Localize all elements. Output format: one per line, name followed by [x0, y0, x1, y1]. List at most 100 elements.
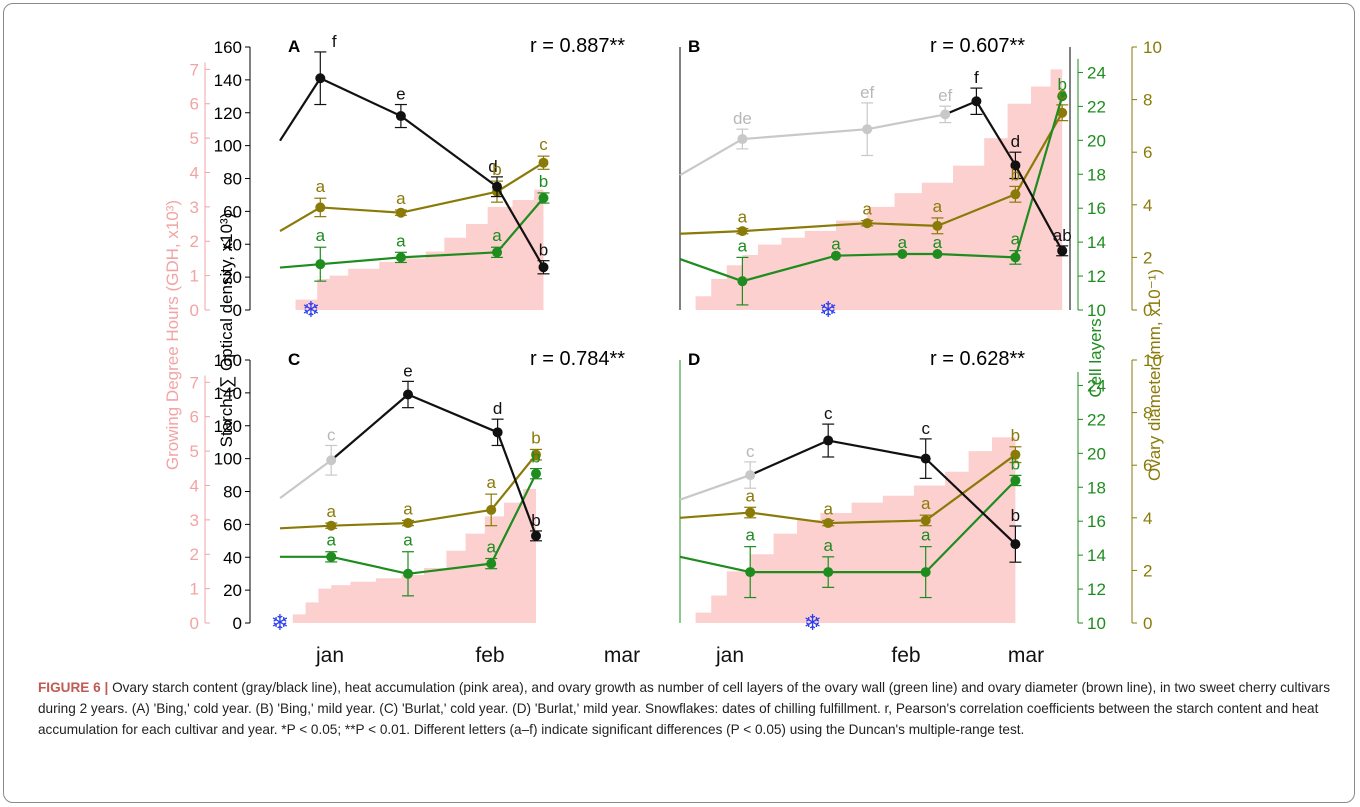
panel-d-cells-point — [1010, 475, 1021, 486]
starch-tick-label: 160 — [214, 38, 242, 57]
panel-b-cells-line-segment — [679, 258, 743, 283]
panel-d-cells-line-segment — [679, 555, 751, 574]
panel-b-cells-letter: b — [1057, 75, 1066, 94]
panel-a-diameter-point — [315, 202, 326, 213]
gdh-tick-label: 0 — [190, 301, 199, 320]
panel-a-diameter-line-segment — [496, 161, 545, 193]
panel-b-starch-line-segment — [1014, 164, 1064, 252]
panel-c-starch-line-segment — [496, 431, 538, 537]
panel-c-diameter-letter: a — [486, 473, 496, 492]
panel-a-diameter-line-segment — [320, 206, 401, 214]
panel-b-starch-letter: ef — [860, 83, 874, 102]
panel-b-diameter-point — [1010, 189, 1021, 200]
panel-b-starch-point — [1010, 160, 1021, 171]
panel-c-starch-line-segment — [279, 459, 332, 499]
panel-b-diameter-point — [737, 226, 748, 237]
gdh-tick-label: 5 — [190, 442, 199, 461]
panel-b-cells-letter: a — [738, 236, 748, 255]
panel-b-cells-letter: a — [1011, 230, 1021, 249]
panel-a-diameter-point — [395, 207, 406, 218]
panel-a-r-value: r = 0.887** — [530, 35, 625, 57]
jan-label: jan — [715, 644, 744, 667]
panel-b-cells-line-segment — [835, 252, 903, 257]
gdh-tick-label: 4 — [190, 163, 199, 182]
panel-b-diameter-point — [932, 220, 943, 231]
panel-a-cells-letter: b — [539, 172, 548, 191]
panel-b-starch-letter: ab — [1053, 226, 1072, 245]
panel-c-cells-letter: a — [403, 531, 413, 550]
gdh-tick-label: 5 — [190, 129, 199, 148]
panel-a-cells-line-segment — [279, 263, 321, 269]
panel-a-diameter-series — [279, 155, 550, 233]
gdh-tick-label: 7 — [190, 60, 199, 79]
starch-tick-label: 80 — [223, 483, 242, 502]
gdh-tick-label: 7 — [190, 373, 199, 392]
panel-b-starch-letter: ef — [938, 86, 952, 105]
feb-label: feb — [475, 644, 504, 667]
cell-tick-label: 14 — [1087, 546, 1106, 565]
diam-tick-label: 8 — [1143, 91, 1152, 110]
starch-tick-label: 80 — [223, 170, 242, 189]
panel-c-diameter-letter: a — [403, 499, 413, 518]
starch-axis-title: Starch (∑ Optical density, x10³) — [217, 213, 236, 448]
panel-c-starch-point — [531, 530, 541, 541]
panel-d-diameter-point — [745, 507, 756, 518]
diam-tick-label: 2 — [1143, 248, 1152, 267]
starch-tick-label: 100 — [214, 450, 242, 469]
panel-c-starch-series — [279, 380, 542, 542]
cell-tick-label: 24 — [1087, 376, 1106, 395]
panel-b-starch-letter: f — [974, 68, 979, 87]
cell-tick-label: 18 — [1087, 165, 1106, 184]
diam-tick-label: 8 — [1143, 404, 1152, 423]
cell-tick-label: 22 — [1087, 97, 1106, 116]
panel-d-diameter-point — [920, 515, 931, 526]
panel-c-cells-series — [280, 467, 542, 597]
panel-c-cells-line-segment — [407, 562, 492, 575]
panel-b-starch-point — [862, 124, 873, 135]
panel-c-diameter-point — [531, 449, 541, 460]
panel-c-diameter-point — [326, 520, 337, 531]
panel-a-starch-line-segment — [319, 77, 402, 118]
panel-a-letter: A — [288, 37, 300, 56]
jan-label: jan — [315, 644, 344, 667]
panel-b-starch-point — [971, 96, 982, 107]
starch-tick-label: 0 — [233, 614, 242, 633]
panel-d-diameter-line-segment — [925, 453, 1017, 522]
panel-a-cells-letter: a — [396, 231, 406, 250]
panel-d-gdh-area — [680, 433, 1016, 623]
panel-b-diameter-letter: c — [1058, 84, 1067, 103]
gdh-tick-label: 2 — [190, 232, 199, 251]
panel-b-starch-point — [940, 109, 951, 120]
panel-d-starch-letter: c — [746, 442, 755, 461]
panel-c-cells-letter: a — [326, 531, 336, 550]
panel-d-diameter-line-segment — [679, 511, 751, 519]
starch-tick-label: 40 — [223, 548, 242, 567]
figure-frame — [3, 3, 1355, 803]
panel-b-starch-line-segment — [679, 138, 743, 177]
panel-a-diameter-line-segment — [400, 190, 498, 214]
cell-tick-label: 12 — [1087, 267, 1106, 286]
panel-d-diameter-series — [679, 446, 1022, 529]
panel-a-cells-line-segment — [320, 256, 401, 266]
panel-b-letter: B — [688, 37, 700, 56]
panel-b-starch-point — [737, 134, 748, 145]
panel-d-starch-point — [745, 470, 756, 481]
panel-a-starch-point — [492, 181, 502, 192]
panel-a-cells-point — [492, 247, 502, 258]
panel-b-cells-letter: a — [831, 235, 841, 254]
panel-d-diameter-point — [823, 518, 834, 529]
panel-c-cells-point — [403, 568, 413, 579]
panel-b-starch-point — [1057, 245, 1068, 256]
diam-tick-label: 0 — [1143, 301, 1152, 320]
panel-a-starch-line-segment — [400, 115, 498, 188]
panel-d-starch-series — [679, 423, 1022, 563]
cell-tick-label: 12 — [1087, 580, 1106, 599]
caption-text: Ovary starch content (gray/black line), … — [38, 680, 1330, 737]
panel-c-cells-letter: a — [486, 538, 496, 557]
gdh-axis-title: Growing Degree Hours (GDH, x10³) — [163, 200, 182, 470]
diam-tick-label: 0 — [1143, 614, 1152, 633]
gdh-tick-label: 1 — [190, 580, 199, 599]
panel-c-starch-point — [492, 427, 503, 438]
panel-d-starch-point — [823, 435, 834, 446]
cell-tick-label: 10 — [1087, 614, 1106, 633]
